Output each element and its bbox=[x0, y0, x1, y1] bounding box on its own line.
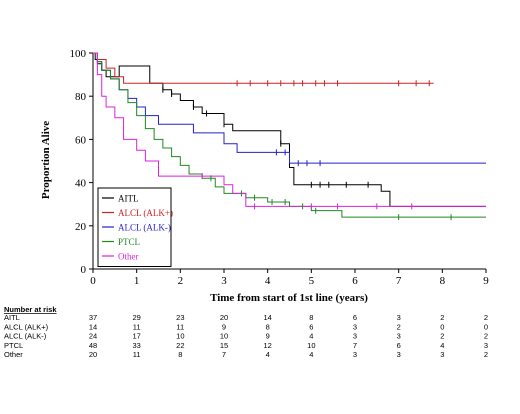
risk-cell: 4 bbox=[309, 350, 313, 359]
x-axis-label: Time from start of 1st line (years) bbox=[210, 292, 368, 304]
risk-cell: 2 bbox=[484, 332, 488, 341]
risk-row-label: ALCL (ALK+) bbox=[4, 322, 49, 331]
y-tick-label: 40 bbox=[75, 178, 87, 190]
risk-cell: 15 bbox=[220, 341, 228, 350]
risk-cell: 20 bbox=[220, 313, 228, 322]
risk-cell: 8 bbox=[178, 350, 182, 359]
risk-cell: 22 bbox=[176, 341, 184, 350]
risk-cell: 14 bbox=[89, 322, 97, 331]
chart-series bbox=[93, 52, 486, 221]
risk-cell: 11 bbox=[176, 322, 184, 331]
legend-label: PTCL bbox=[118, 237, 140, 247]
x-tick-label: 6 bbox=[352, 275, 358, 287]
risk-cell: 23 bbox=[176, 313, 184, 322]
risk-cell: 29 bbox=[132, 313, 140, 322]
risk-cell: 3 bbox=[484, 341, 488, 350]
risk-cell: 3 bbox=[440, 350, 444, 359]
series-line-alcl-alk- bbox=[93, 52, 434, 84]
risk-cell: 24 bbox=[89, 332, 97, 341]
x-tick-label: 7 bbox=[396, 275, 402, 287]
risk-cell: 17 bbox=[132, 332, 140, 341]
risk-row-label: AITL bbox=[4, 313, 20, 322]
y-tick-label: 80 bbox=[75, 91, 87, 103]
risk-cell: 10 bbox=[176, 332, 184, 341]
risk-cell: 2 bbox=[484, 350, 488, 359]
risk-cell: 2 bbox=[397, 322, 401, 331]
risk-cell: 12 bbox=[263, 341, 271, 350]
risk-cell: 11 bbox=[133, 350, 141, 359]
risk-cell: 7 bbox=[222, 350, 226, 359]
y-tick-label: 100 bbox=[70, 48, 87, 60]
risk-cell: 8 bbox=[309, 313, 313, 322]
y-tick-label: 0 bbox=[81, 264, 87, 276]
risk-cell: 10 bbox=[220, 332, 228, 341]
x-tick-label: 1 bbox=[134, 275, 140, 287]
risk-cell: 11 bbox=[133, 322, 141, 331]
risk-cell: 0 bbox=[484, 322, 488, 331]
risk-cell: 10 bbox=[307, 341, 315, 350]
risk-row-label: PTCL bbox=[4, 341, 23, 350]
x-tick-label: 2 bbox=[178, 275, 184, 287]
risk-cell: 20 bbox=[89, 350, 97, 359]
legend-label: AITL bbox=[118, 194, 139, 204]
risk-cell: 3 bbox=[353, 322, 357, 331]
risk-cell: 6 bbox=[353, 313, 357, 322]
risk-cell: 37 bbox=[89, 313, 97, 322]
risk-cell: 14 bbox=[263, 313, 271, 322]
risk-table-header: Number at risk bbox=[4, 305, 57, 314]
x-tick-label: 9 bbox=[483, 275, 489, 287]
risk-cell: 9 bbox=[222, 322, 226, 331]
risk-cell: 3 bbox=[397, 313, 401, 322]
risk-cell: 6 bbox=[397, 341, 401, 350]
risk-cell: 3 bbox=[397, 332, 401, 341]
y-tick-label: 20 bbox=[75, 221, 87, 233]
risk-cell: 3 bbox=[353, 332, 357, 341]
risk-cell: 48 bbox=[89, 341, 97, 350]
y-tick-label: 60 bbox=[75, 134, 87, 146]
series-line-aitl bbox=[93, 52, 486, 207]
risk-cell: 3 bbox=[397, 350, 401, 359]
x-tick-label: 0 bbox=[90, 275, 96, 287]
risk-row-label: ALCL (ALK-) bbox=[4, 332, 47, 341]
risk-cell: 4 bbox=[309, 332, 313, 341]
y-axis-label: Proportion Alive bbox=[40, 121, 52, 199]
chart-legend: AITL ALCL (ALK+) ALCL (ALK-) PTCL Other bbox=[97, 187, 173, 267]
legend-label: ALCL (ALK-) bbox=[118, 223, 171, 233]
x-tick-label: 5 bbox=[309, 275, 315, 287]
series-line-other bbox=[93, 52, 486, 207]
risk-cell: 9 bbox=[266, 332, 270, 341]
risk-cell: 4 bbox=[440, 341, 444, 350]
risk-cell: 2 bbox=[440, 332, 444, 341]
risk-cell: 8 bbox=[266, 322, 270, 331]
legend-label: ALCL (ALK+) bbox=[118, 208, 173, 218]
risk-cell: 33 bbox=[132, 341, 140, 350]
risk-cell: 2 bbox=[484, 313, 488, 322]
legend-label: Other bbox=[118, 252, 139, 262]
x-tick-label: 3 bbox=[221, 275, 227, 287]
risk-cell: 2 bbox=[440, 313, 444, 322]
x-tick-label: 4 bbox=[265, 275, 271, 287]
risk-cell: 7 bbox=[353, 341, 357, 350]
risk-cell: 0 bbox=[440, 322, 444, 331]
chart-axes: 0 1 2 3 4 5 6 7 8 9 0 20 40 60 80 100 bbox=[70, 48, 490, 287]
x-tick-label: 8 bbox=[440, 275, 446, 287]
risk-row-label: Other bbox=[4, 350, 23, 359]
risk-cell: 4 bbox=[266, 350, 270, 359]
risk-cell: 6 bbox=[309, 322, 313, 331]
risk-cell: 3 bbox=[353, 350, 357, 359]
